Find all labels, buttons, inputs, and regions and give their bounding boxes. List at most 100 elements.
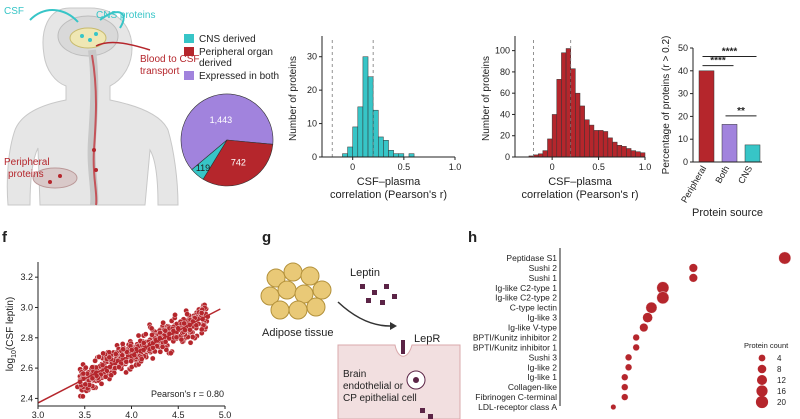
significance-label: ** [737, 106, 745, 117]
x-tick-label: 0.5 [592, 162, 605, 172]
histogram-bar [347, 146, 353, 158]
liver-organ [32, 167, 78, 189]
domain-label: BPTI/Kunitz inhibitor 2 [473, 332, 557, 342]
scatter-point [106, 354, 113, 361]
histogram-bar [357, 106, 364, 158]
cns-arrow [99, 11, 125, 29]
domain-dot [688, 273, 698, 283]
scatter-point [162, 338, 169, 345]
blood-to-csf-label-1: Blood to CSF [140, 54, 199, 65]
histogram-bar [640, 152, 646, 158]
x-tick-label: 0 [550, 162, 555, 172]
leptin-label: Leptin [350, 267, 380, 279]
domain-label: Sushi 1 [529, 273, 558, 283]
scatter-point [193, 322, 200, 329]
domain-dot [621, 383, 629, 391]
y-tick-label: 80 [500, 67, 510, 77]
histogram-bar [626, 148, 632, 158]
scatter-point [123, 369, 129, 376]
source-bar [744, 144, 761, 163]
histogram-bar [570, 68, 576, 158]
leptin-molecules [360, 284, 397, 305]
peripheral-proteins-label-1: Peripheral [4, 157, 50, 168]
y-tick-label: 3.2 [20, 272, 33, 282]
histogram-bar [547, 138, 553, 158]
panel-letter-g: g [262, 229, 271, 246]
y-tick-label: 3.0 [20, 302, 33, 312]
x-axis-label: CSF–plasma [548, 176, 612, 188]
histogram-bar [542, 150, 548, 158]
scatter-point [149, 332, 155, 338]
scatter-point [163, 347, 170, 353]
legend-value: 12 [777, 376, 786, 385]
histogram-bar [352, 126, 359, 158]
y-axis-label: Number of proteins [481, 56, 492, 141]
histogram-bar [616, 145, 623, 158]
legend-dot [755, 395, 769, 409]
histogram-bar [612, 141, 618, 158]
anatomy-illustration: CSF CNS proteins Blood to CSF transport … [4, 6, 199, 206]
scatter-point [119, 352, 126, 359]
domain-label: LDL-receptor class A [478, 402, 557, 412]
legend-value: 8 [777, 365, 782, 374]
y-tick-label: 20 [307, 85, 317, 95]
histogram-bar [556, 79, 562, 158]
x-tick-label: 3.5 [78, 410, 91, 419]
legend-swatch-peripheral [184, 47, 194, 56]
scatter-point [149, 355, 156, 362]
y-tick-label: 40 [500, 109, 510, 119]
scatter-point [82, 364, 89, 371]
pearson-annotation: Pearson's r = 0.80 [151, 389, 224, 399]
pie-slice [191, 139, 228, 180]
pie-slice [202, 139, 274, 187]
y-tick-label: 30 [678, 89, 688, 99]
histogram-bar [398, 153, 405, 158]
domain-label: BPTI/Kunitz inhibitor 1 [473, 342, 557, 352]
scatter-point [100, 350, 106, 357]
x-tick-label: 4.5 [172, 410, 185, 419]
y-tick-label: 2.6 [20, 363, 33, 373]
legend-peripheral-label-2: derived [199, 58, 232, 69]
panel-letter-h: h [468, 229, 477, 246]
y-tick-label: 100 [495, 46, 510, 56]
y-tick-label: 10 [678, 134, 688, 144]
legend-dot [758, 354, 766, 362]
histogram-peripheral: 0 20 40 60 80 100 0 0.5 1.0 CSF–plasmacorrelation… [481, 36, 651, 201]
histogram-bar [598, 130, 604, 158]
scatter-point [178, 336, 185, 343]
histogram-bar [607, 137, 613, 158]
y-tick-label: 50 [678, 43, 688, 53]
histogram-bar [584, 119, 590, 158]
x-tick-label: 4.0 [125, 410, 138, 419]
x-tick-label: Peripheral [679, 164, 708, 205]
domain-label: Peptidase S1 [506, 253, 557, 263]
scatter-point [108, 372, 114, 379]
cns-proteins-label: CNS proteins [96, 10, 155, 21]
adipose-cells [260, 262, 332, 320]
scatter-point [162, 327, 169, 334]
histogram-bar [621, 146, 627, 158]
endothelial-cell [337, 344, 461, 419]
scatter-point [80, 393, 86, 400]
domain-dot [645, 301, 658, 314]
brain-cell-label-2: endothelial or [343, 381, 404, 392]
csf-label: CSF [4, 6, 24, 17]
scatter-point [150, 344, 156, 351]
legend-peripheral-label-1: Peripheral organ [199, 47, 273, 58]
y-axis-label: log10(CSF leptin) [5, 297, 18, 372]
x-axis-label: correlation (Pearson's r) [521, 189, 638, 201]
domain-label: Ig-like C2-type 1 [495, 283, 557, 293]
scatter-point [148, 325, 155, 332]
released-leptin [428, 414, 433, 419]
scatter-point [80, 370, 87, 377]
domain-label: Ig-like 2 [527, 362, 557, 372]
scatter-point [138, 356, 145, 362]
x-tick-label: 0 [350, 162, 355, 172]
domain-dot [610, 404, 617, 410]
scatter-point [160, 319, 166, 326]
source-bar [721, 124, 738, 163]
y-tick-label: 20 [500, 131, 510, 141]
blood-to-csf-label-2: transport [140, 66, 180, 77]
scatter-point [172, 312, 178, 318]
